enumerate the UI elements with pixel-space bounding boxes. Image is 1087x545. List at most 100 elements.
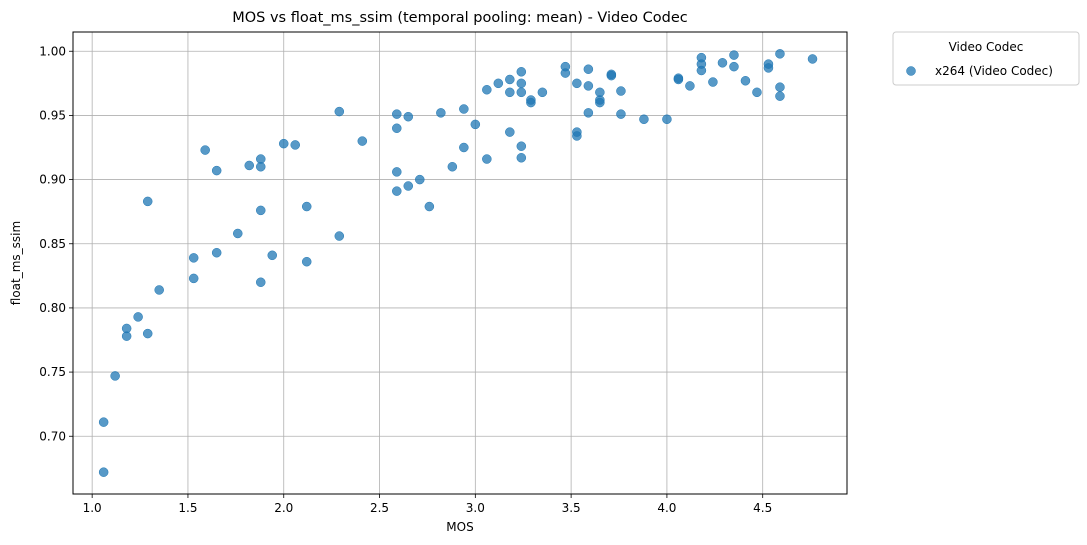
x-tick-label: 1.5 bbox=[178, 501, 197, 515]
data-point bbox=[696, 65, 707, 76]
data-point bbox=[717, 58, 728, 68]
data-point bbox=[516, 153, 527, 163]
data-point bbox=[459, 142, 469, 153]
legend: Video Codec x264 (Video Codec) bbox=[892, 31, 1080, 86]
x-tick-label: 4.0 bbox=[657, 501, 676, 515]
x-tick-label: 2.0 bbox=[274, 501, 293, 515]
data-point bbox=[583, 108, 594, 118]
data-point bbox=[505, 74, 515, 85]
data-point bbox=[357, 136, 368, 146]
y-axis-ticks: 0.70 0.75 0.80 0.85 0.90 0.95 1.00 bbox=[39, 44, 73, 443]
data-point bbox=[470, 119, 481, 130]
data-point bbox=[708, 77, 718, 87]
data-point bbox=[459, 104, 469, 114]
x-axis-ticks: 1.0 1.5 2.0 2.5 3.0 3.5 4.0 4.5 bbox=[83, 494, 772, 515]
data-point bbox=[256, 277, 266, 287]
data-point bbox=[121, 323, 132, 334]
data-point bbox=[267, 250, 277, 261]
plot-frame bbox=[72, 31, 848, 495]
data-point bbox=[278, 138, 289, 149]
data-point bbox=[516, 141, 527, 151]
data-point bbox=[334, 231, 345, 241]
data-point bbox=[482, 154, 492, 164]
y-tick-label: 1.00 bbox=[39, 44, 66, 58]
data-point bbox=[583, 64, 594, 74]
data-point bbox=[616, 86, 626, 96]
data-point bbox=[142, 328, 153, 339]
data-point bbox=[403, 181, 414, 191]
data-point bbox=[301, 256, 312, 267]
data-point bbox=[233, 228, 243, 239]
y-tick-label: 0.95 bbox=[39, 108, 66, 122]
data-point bbox=[516, 67, 527, 77]
data-point bbox=[482, 85, 492, 95]
data-point bbox=[188, 273, 199, 284]
y-axis-label: float_ms_ssim bbox=[9, 221, 23, 305]
data-points bbox=[98, 49, 818, 477]
data-point bbox=[154, 285, 164, 295]
data-point bbox=[775, 82, 785, 92]
legend-label: x264 (Video Codec) bbox=[935, 64, 1053, 78]
data-point bbox=[673, 74, 684, 85]
y-tick-label: 0.70 bbox=[39, 429, 66, 443]
data-point bbox=[595, 97, 605, 108]
legend-box bbox=[892, 31, 1080, 86]
data-point bbox=[740, 76, 751, 86]
data-point bbox=[775, 49, 785, 59]
x-tick-label: 1.0 bbox=[83, 501, 102, 515]
chart-title: MOS vs float_ms_ssim (temporal pooling: … bbox=[232, 10, 688, 26]
data-point bbox=[583, 81, 594, 91]
data-point bbox=[639, 114, 649, 125]
data-point bbox=[110, 371, 120, 381]
data-point bbox=[516, 78, 527, 89]
x-tick-label: 3.5 bbox=[562, 501, 581, 515]
data-point bbox=[606, 70, 617, 81]
data-point bbox=[415, 174, 425, 185]
data-point bbox=[572, 131, 582, 141]
data-point bbox=[729, 61, 739, 72]
data-point bbox=[662, 114, 672, 125]
data-point bbox=[729, 50, 739, 60]
data-point bbox=[244, 160, 255, 171]
y-tick-label: 0.90 bbox=[39, 173, 66, 187]
data-point bbox=[98, 467, 109, 477]
legend-title: Video Codec bbox=[949, 40, 1024, 54]
data-point bbox=[537, 87, 548, 98]
data-point bbox=[211, 165, 222, 176]
data-point bbox=[334, 106, 345, 117]
data-point bbox=[424, 201, 435, 212]
data-point bbox=[493, 78, 504, 89]
data-point bbox=[516, 87, 527, 98]
data-point bbox=[685, 81, 695, 91]
data-point bbox=[142, 196, 153, 207]
data-point bbox=[403, 111, 414, 122]
data-point bbox=[572, 78, 582, 89]
data-point bbox=[98, 417, 109, 427]
y-tick-label: 0.75 bbox=[39, 365, 66, 379]
data-point bbox=[133, 312, 143, 322]
x-tick-label: 2.5 bbox=[370, 501, 389, 515]
data-point bbox=[436, 108, 446, 118]
data-point bbox=[392, 167, 402, 177]
data-point bbox=[447, 162, 458, 172]
data-point bbox=[256, 205, 266, 216]
data-point bbox=[763, 63, 774, 73]
data-point bbox=[807, 54, 818, 64]
y-tick-label: 0.85 bbox=[39, 237, 66, 251]
data-point bbox=[775, 91, 785, 101]
data-point bbox=[188, 253, 199, 263]
y-tick-label: 0.80 bbox=[39, 301, 66, 315]
data-point bbox=[526, 97, 536, 108]
data-point bbox=[211, 247, 222, 258]
grid-lines bbox=[73, 32, 847, 494]
data-point bbox=[752, 87, 762, 98]
data-point bbox=[256, 162, 266, 172]
data-point bbox=[392, 109, 402, 119]
data-point bbox=[392, 186, 402, 196]
data-point bbox=[560, 68, 571, 78]
data-point bbox=[301, 201, 312, 212]
data-point bbox=[290, 140, 300, 150]
data-point bbox=[392, 123, 402, 133]
x-axis-label: MOS bbox=[446, 520, 473, 534]
legend-marker bbox=[906, 66, 916, 76]
